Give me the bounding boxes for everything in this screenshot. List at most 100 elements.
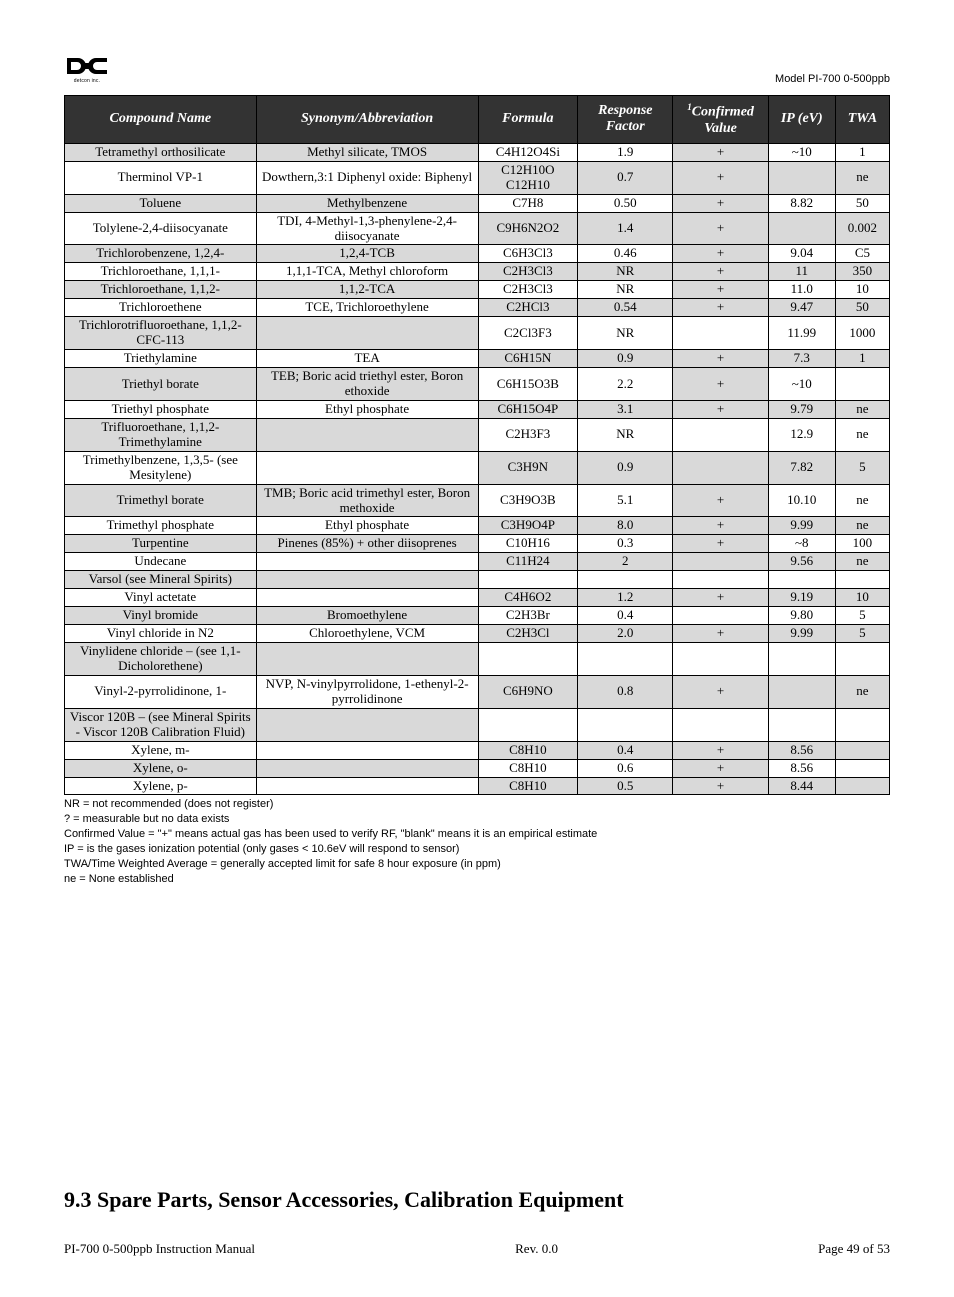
table-row: Triethyl borateTEB; Boric acid triethyl … [65, 368, 890, 401]
cell-compound: Trifluoroethane, 1,1,2-Trimethylamine [65, 418, 257, 451]
cell-rf: 0.54 [578, 299, 673, 317]
cell-compound: Vinyl bromide [65, 607, 257, 625]
cell-formula: C2H3Br [478, 607, 578, 625]
cell-twa: 350 [835, 263, 889, 281]
cell-confirmed: + [673, 484, 768, 517]
cell-formula [478, 708, 578, 741]
cell-twa: ne [835, 675, 889, 708]
cell-formula: C6H15N [478, 350, 578, 368]
cell-formula: C2H3Cl3 [478, 281, 578, 299]
table-row: Xylene, m-C8H100.4+8.56 [65, 741, 890, 759]
cell-ip: 9.47 [768, 299, 835, 317]
cell-ip: ~10 [768, 368, 835, 401]
cell-formula: C4H12O4Si [478, 143, 578, 161]
cell-rf: 2 [578, 553, 673, 571]
cell-twa [835, 368, 889, 401]
cell-ip: 9.99 [768, 625, 835, 643]
cell-rf: 1.9 [578, 143, 673, 161]
cell-ip: 9.99 [768, 517, 835, 535]
compound-table: Compound Name Synonym/Abbreviation Formu… [64, 95, 890, 795]
note-line: TWA/Time Weighted Average = generally ac… [64, 857, 890, 872]
table-notes: NR = not recommended (does not register)… [64, 797, 890, 886]
cell-rf: 0.46 [578, 245, 673, 263]
footer-right: Page 49 of 53 [818, 1241, 890, 1257]
cell-compound: Trimethylbenzene, 1,3,5- (see Mesitylene… [65, 451, 257, 484]
cell-formula: C6H15O4P [478, 400, 578, 418]
cell-ip: 9.04 [768, 245, 835, 263]
cell-twa [835, 741, 889, 759]
table-row: Vinyl chloride in N2Chloroethylene, VCMC… [65, 625, 890, 643]
cell-confirmed: + [673, 675, 768, 708]
cell-synonym: Methyl silicate, TMOS [256, 143, 478, 161]
cell-twa: 1000 [835, 317, 889, 350]
cell-twa: 5 [835, 625, 889, 643]
col-conf: 1Confirmed Value [673, 96, 768, 144]
cell-compound: Vinyl chloride in N2 [65, 625, 257, 643]
cell-rf: 0.6 [578, 759, 673, 777]
cell-ip: 9.80 [768, 607, 835, 625]
table-row: Xylene, p-C8H100.5+8.44 [65, 777, 890, 795]
cell-rf: NR [578, 317, 673, 350]
cell-confirmed [673, 571, 768, 589]
cell-confirmed: + [673, 212, 768, 245]
table-row: Vinyl bromideBromoethyleneC2H3Br0.49.805 [65, 607, 890, 625]
cell-twa: 5 [835, 607, 889, 625]
cell-formula: C7H8 [478, 194, 578, 212]
note-line: NR = not recommended (does not register) [64, 797, 890, 812]
cell-confirmed: + [673, 625, 768, 643]
cell-rf: 2.0 [578, 625, 673, 643]
cell-compound: Triethylamine [65, 350, 257, 368]
cell-ip: 9.79 [768, 400, 835, 418]
cell-ip [768, 161, 835, 194]
cell-ip: 9.19 [768, 589, 835, 607]
cell-confirmed: + [673, 589, 768, 607]
cell-confirmed: + [673, 194, 768, 212]
logo-icon [65, 55, 109, 77]
cell-formula: C2Cl3F3 [478, 317, 578, 350]
cell-rf: 5.1 [578, 484, 673, 517]
cell-compound: Vinylidene chloride – (see 1,1-Dicholore… [65, 643, 257, 676]
table-row: Triethyl phosphateEthyl phosphateC6H15O4… [65, 400, 890, 418]
cell-ip [768, 675, 835, 708]
cell-formula: C8H10 [478, 759, 578, 777]
col-compound: Compound Name [65, 96, 257, 144]
cell-confirmed: + [673, 299, 768, 317]
cell-twa: ne [835, 517, 889, 535]
cell-rf: 0.9 [578, 451, 673, 484]
cell-formula: C2H3Cl [478, 625, 578, 643]
cell-confirmed: + [673, 350, 768, 368]
cell-synonym: TEB; Boric acid triethyl ester, Boron et… [256, 368, 478, 401]
cell-formula: C10H16 [478, 535, 578, 553]
cell-confirmed: + [673, 368, 768, 401]
cell-synonym [256, 741, 478, 759]
cell-formula: C6H15O3B [478, 368, 578, 401]
cell-compound: Trichlorotrifluoroethane, 1,1,2- CFC-113 [65, 317, 257, 350]
cell-twa: ne [835, 484, 889, 517]
table-row: Trimethylbenzene, 1,3,5- (see Mesitylene… [65, 451, 890, 484]
cell-ip [768, 212, 835, 245]
cell-formula: C3H9N [478, 451, 578, 484]
cell-synonym: TCE, Trichloroethylene [256, 299, 478, 317]
table-row: Vinyl-2-pyrrolidinone, 1-NVP, N-vinylpyr… [65, 675, 890, 708]
cell-confirmed: + [673, 143, 768, 161]
cell-rf: 0.4 [578, 607, 673, 625]
cell-formula: C3H9O4P [478, 517, 578, 535]
cell-rf [578, 643, 673, 676]
cell-ip: 11.99 [768, 317, 835, 350]
cell-twa: 50 [835, 299, 889, 317]
cell-ip: 8.44 [768, 777, 835, 795]
cell-rf: 2.2 [578, 368, 673, 401]
cell-compound: Triethyl phosphate [65, 400, 257, 418]
cell-synonym: 1,2,4-TCB [256, 245, 478, 263]
cell-twa [835, 759, 889, 777]
cell-synonym [256, 708, 478, 741]
cell-rf: 0.3 [578, 535, 673, 553]
cell-compound: Varsol (see Mineral Spirits) [65, 571, 257, 589]
cell-formula: C6H9NO [478, 675, 578, 708]
table-row: Trichlorotrifluoroethane, 1,1,2- CFC-113… [65, 317, 890, 350]
cell-twa [835, 777, 889, 795]
cell-synonym [256, 418, 478, 451]
cell-compound: Vinyl-2-pyrrolidinone, 1- [65, 675, 257, 708]
cell-twa: ne [835, 400, 889, 418]
cell-synonym: Chloroethylene, VCM [256, 625, 478, 643]
